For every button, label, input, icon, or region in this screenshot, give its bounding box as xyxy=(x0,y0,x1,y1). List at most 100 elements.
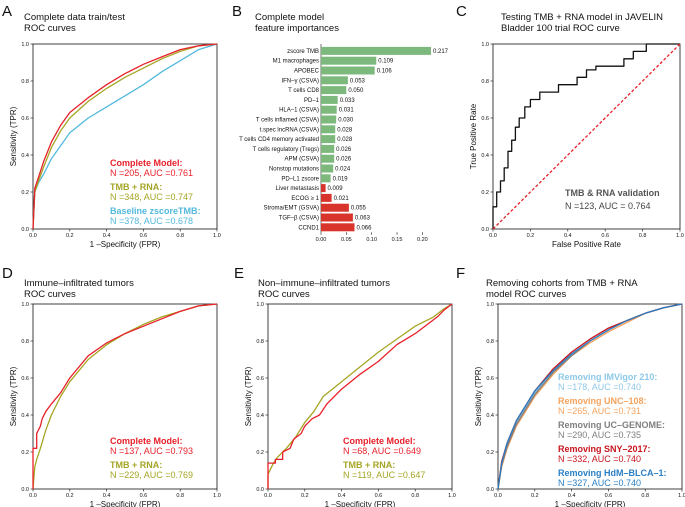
bar xyxy=(321,135,336,144)
bar-value-label: 0.024 xyxy=(335,167,351,173)
plot-frame xyxy=(497,303,683,490)
x-tick-label: 0.0 xyxy=(29,493,37,499)
x-tick-label: 0.0 xyxy=(29,233,37,239)
y-tick-label: 0.6 xyxy=(256,376,264,382)
roc-curve-tmb-rna xyxy=(32,303,218,490)
panel-title: Bladder 100 trial ROC curve xyxy=(501,23,620,34)
roc-curve-baseline-zscoretmb xyxy=(32,43,218,230)
y-tick-label: 0.0 xyxy=(256,487,264,493)
bar xyxy=(321,66,375,75)
legend-stats: N =332, AUC =0.740 xyxy=(558,454,641,464)
x-tick-label: 1.0 xyxy=(213,493,221,499)
bar xyxy=(321,76,348,85)
x-tick-label: 0.05 xyxy=(341,237,352,243)
bar-value-label: 0.031 xyxy=(339,108,355,114)
bar-value-label: 0.055 xyxy=(351,206,367,212)
y-tick-label: 0.0 xyxy=(21,487,29,493)
bar-value-label: 0.009 xyxy=(328,186,344,192)
bar-value-label: 0.109 xyxy=(378,59,394,65)
plot-frame xyxy=(32,43,218,230)
legend-stats: N =348, AUC =0.747 xyxy=(110,192,193,202)
x-tick-label: 0.2 xyxy=(301,493,309,499)
legend-name: TMB + RNA: xyxy=(343,460,395,470)
y-tick-label: 0.6 xyxy=(21,116,29,122)
legend-stats: N =178, AUC =0.740 xyxy=(558,382,641,392)
x-tick-label: 0.8 xyxy=(176,493,184,499)
bar-label: zscore TMB xyxy=(287,49,319,55)
x-axis-label: 1 –Specificity (FPR) xyxy=(90,500,161,507)
roc-curve-chance xyxy=(492,43,681,230)
y-tick-label: 0.6 xyxy=(481,116,489,122)
x-tick-label: 0.6 xyxy=(601,233,609,239)
legend-name: Removing UC–GENOME: xyxy=(558,420,665,430)
x-axis-label: False Positive Rate xyxy=(552,240,621,249)
bar-label: T cells regulatory (Tregs) xyxy=(253,147,319,153)
panel-title: Testing TMB + RNA model in JAVELIN xyxy=(501,12,663,23)
y-tick-label: 0.2 xyxy=(256,450,264,456)
legend-name: TMB & RNA validation xyxy=(565,188,660,198)
y-tick-label: 0.0 xyxy=(481,227,489,233)
x-tick-label: 0.0 xyxy=(494,493,502,499)
bar-label: HLA–1 (CSVA) xyxy=(279,108,319,114)
bar-label: PD–L1 zscore xyxy=(281,176,319,182)
bar xyxy=(321,223,355,232)
panel-c: C Testing TMB + RNA model in JAVELINBladd… xyxy=(456,3,684,249)
x-tick-label: 0.4 xyxy=(338,493,346,499)
bar-value-label: 0.028 xyxy=(337,137,353,143)
y-tick-label: 0.8 xyxy=(481,79,489,85)
legend-stats: N =68, AUC =0.649 xyxy=(343,446,421,456)
y-axis-label: True Positive Rate xyxy=(469,103,478,169)
x-tick-label: 0.0 xyxy=(489,233,497,239)
panel-label: F xyxy=(456,265,465,282)
y-tick-label: 0.6 xyxy=(21,376,29,382)
roc-curve-complete-model xyxy=(32,303,218,489)
y-tick-label: 1.0 xyxy=(21,302,29,308)
y-tick-label: 0.0 xyxy=(486,487,494,493)
bar-value-label: 0.026 xyxy=(336,157,352,163)
bar-label: Nonstop mutations xyxy=(269,167,319,173)
bar-label: TGF–β (CSVA) xyxy=(279,216,319,222)
bar-value-label: 0.021 xyxy=(334,196,350,202)
bar-label: ECOG ≥ 1 xyxy=(291,196,319,202)
bar-value-label: 0.050 xyxy=(348,88,364,94)
x-tick-label: 0.6 xyxy=(140,493,148,499)
bar-label: APM (CSVA) xyxy=(284,157,319,163)
legend-name: Baseline zscoreTMB: xyxy=(110,206,201,216)
x-tick-label: 0.8 xyxy=(639,233,647,239)
y-axis-label: Sensitivity (TPR) xyxy=(9,366,18,426)
roc-curve-hdm-blca-1 xyxy=(497,303,683,490)
x-tick-label: 0.2 xyxy=(66,233,74,239)
x-tick-label: 1.0 xyxy=(676,233,684,239)
y-tick-label: 0.8 xyxy=(21,79,29,85)
y-tick-label: 1.0 xyxy=(21,42,29,48)
x-axis-label: 1 –Specificity (FPR) xyxy=(325,500,396,507)
bar xyxy=(321,154,335,163)
bar-value-label: 0.026 xyxy=(336,147,352,153)
x-tick-label: 0.8 xyxy=(176,233,184,239)
x-tick-label: 0.4 xyxy=(103,233,111,239)
y-tick-label: 0.8 xyxy=(21,339,29,345)
bar xyxy=(321,203,349,212)
x-tick-label: 0.8 xyxy=(411,493,419,499)
panel-title: model ROC curves xyxy=(486,289,566,300)
y-axis-label: Sensitivity (TPR) xyxy=(244,366,253,426)
panel-title: Non–immune–infiltrated tumors xyxy=(258,278,390,289)
bar xyxy=(321,115,337,124)
bar xyxy=(321,105,337,114)
bar xyxy=(321,56,377,65)
y-tick-label: 0.8 xyxy=(486,339,494,345)
panel-title: ROC curves xyxy=(24,23,76,34)
bar xyxy=(321,86,347,95)
legend-name: TMB + RNA: xyxy=(110,460,162,470)
roc-curve-complete-model xyxy=(267,303,453,489)
legend-stats: N =265, AUC =0.731 xyxy=(558,406,641,416)
legend-name: Removing HdM–BLCA–1: xyxy=(558,468,667,478)
bar xyxy=(321,125,336,134)
legend-name: Removing UNC–108: xyxy=(558,396,647,406)
x-tick-label: 1.0 xyxy=(448,493,456,499)
